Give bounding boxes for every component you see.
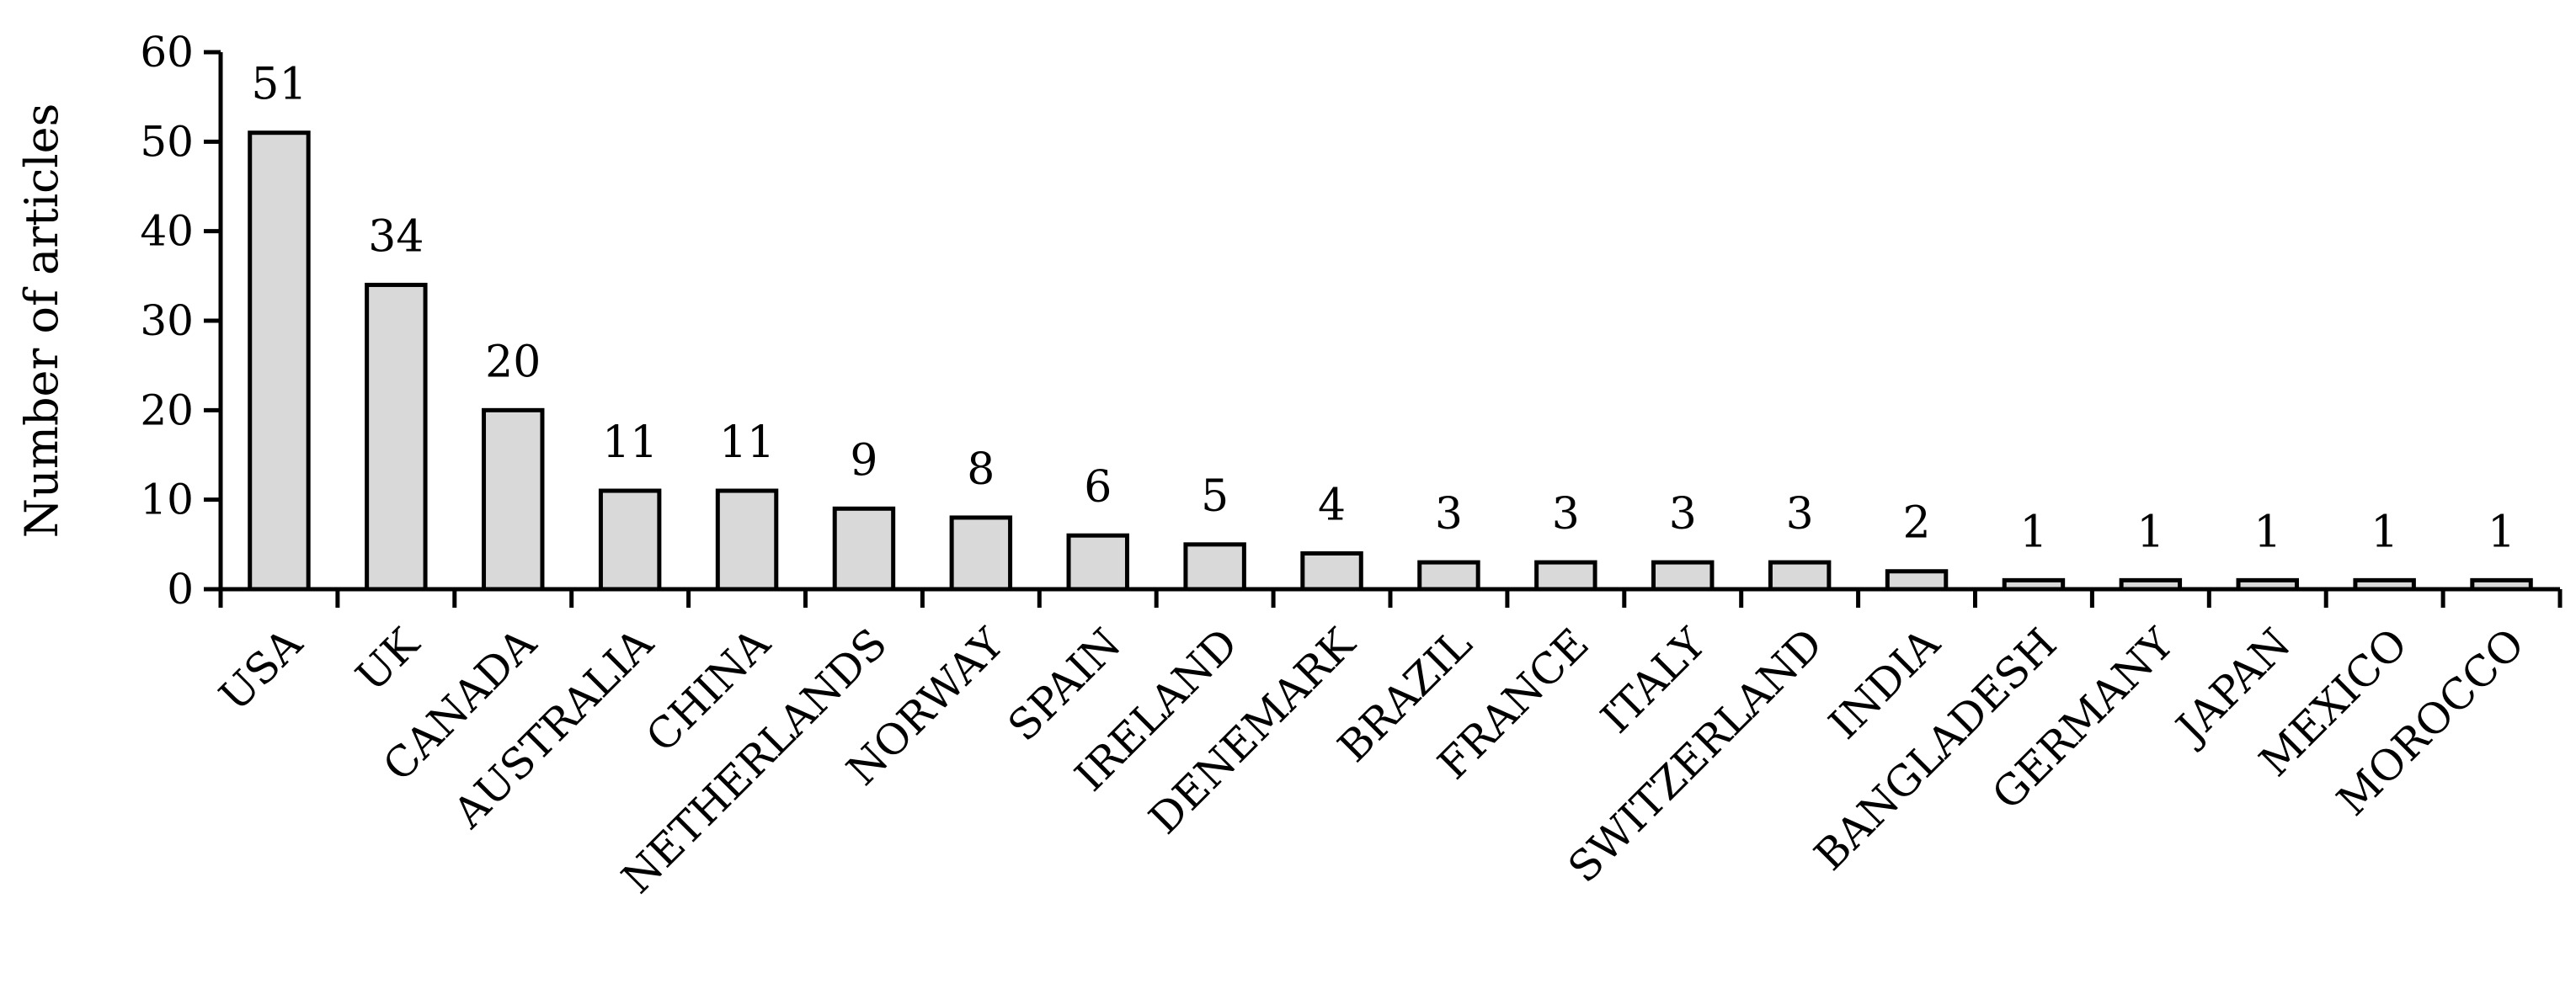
data-label: 1 (2371, 507, 2398, 557)
bar-italy (1651, 560, 1715, 592)
data-label: 8 (967, 444, 995, 495)
y-tick-label: 20 (140, 385, 194, 434)
bar-ireland (1183, 542, 1246, 592)
bar-australia (598, 488, 662, 592)
data-label: 34 (368, 211, 424, 262)
x-tick-label: UK (347, 618, 429, 700)
data-label: 3 (1669, 489, 1697, 540)
data-label: 20 (485, 337, 541, 387)
bar-canada (482, 407, 545, 592)
bar-germany (2119, 577, 2183, 592)
x-axis (218, 587, 2563, 608)
y-tick-label: 60 (140, 28, 194, 77)
data-label: 1 (2136, 507, 2164, 557)
bar-denemark (1300, 550, 1363, 592)
bar-spain (1066, 533, 1129, 592)
x-tick-label: USA (210, 619, 312, 720)
bar-japan (2236, 577, 2299, 592)
data-label: 11 (719, 417, 775, 468)
data-label: 4 (1318, 480, 1346, 530)
y-tick-label: 50 (140, 117, 194, 166)
bar-india (1885, 569, 1949, 592)
bar-morocco (2470, 577, 2533, 592)
category-labels: USA UKCANADAAUSTRALIACHINANETHERLANDSNORW… (210, 618, 2534, 902)
data-label: 51 (251, 60, 307, 110)
y-tick-label: 0 (167, 565, 194, 614)
data-label: 5 (1201, 471, 1229, 522)
y-tick-label: 40 (140, 207, 194, 256)
y-axis-title: Number of articles (15, 104, 68, 539)
y-tick-label: 30 (140, 296, 194, 345)
data-label: 3 (1552, 489, 1580, 540)
bar-china (715, 488, 779, 592)
y-tick-label: 10 (140, 476, 194, 524)
data-label: 2 (1903, 498, 1931, 549)
data-label: 6 (1084, 462, 1112, 513)
x-tick-label: AUSTRALIA (444, 619, 664, 838)
bar-france (1534, 560, 1597, 592)
bar-uk (365, 282, 428, 592)
bar-netherlands (832, 506, 896, 592)
bar-mexico (2353, 577, 2416, 592)
bar-series (248, 130, 2533, 592)
data-label: 9 (850, 435, 877, 486)
data-label: 3 (1435, 489, 1463, 540)
bar-usa (248, 130, 311, 592)
x-tick-label: DENEMARK (1139, 618, 1365, 843)
data-label: 1 (2019, 507, 2047, 557)
data-label: 1 (2488, 507, 2515, 557)
data-label: 11 (602, 417, 658, 468)
bar-switzerland (1768, 560, 1832, 592)
data-label: 3 (1786, 489, 1814, 540)
data-label: 1 (2253, 507, 2281, 557)
bar-brazil (1417, 560, 1480, 592)
bar-norway (949, 515, 1013, 592)
bar-bangladesh (2002, 577, 2066, 592)
y-axis: 0 10 20 30 40 50 60 (140, 28, 223, 614)
